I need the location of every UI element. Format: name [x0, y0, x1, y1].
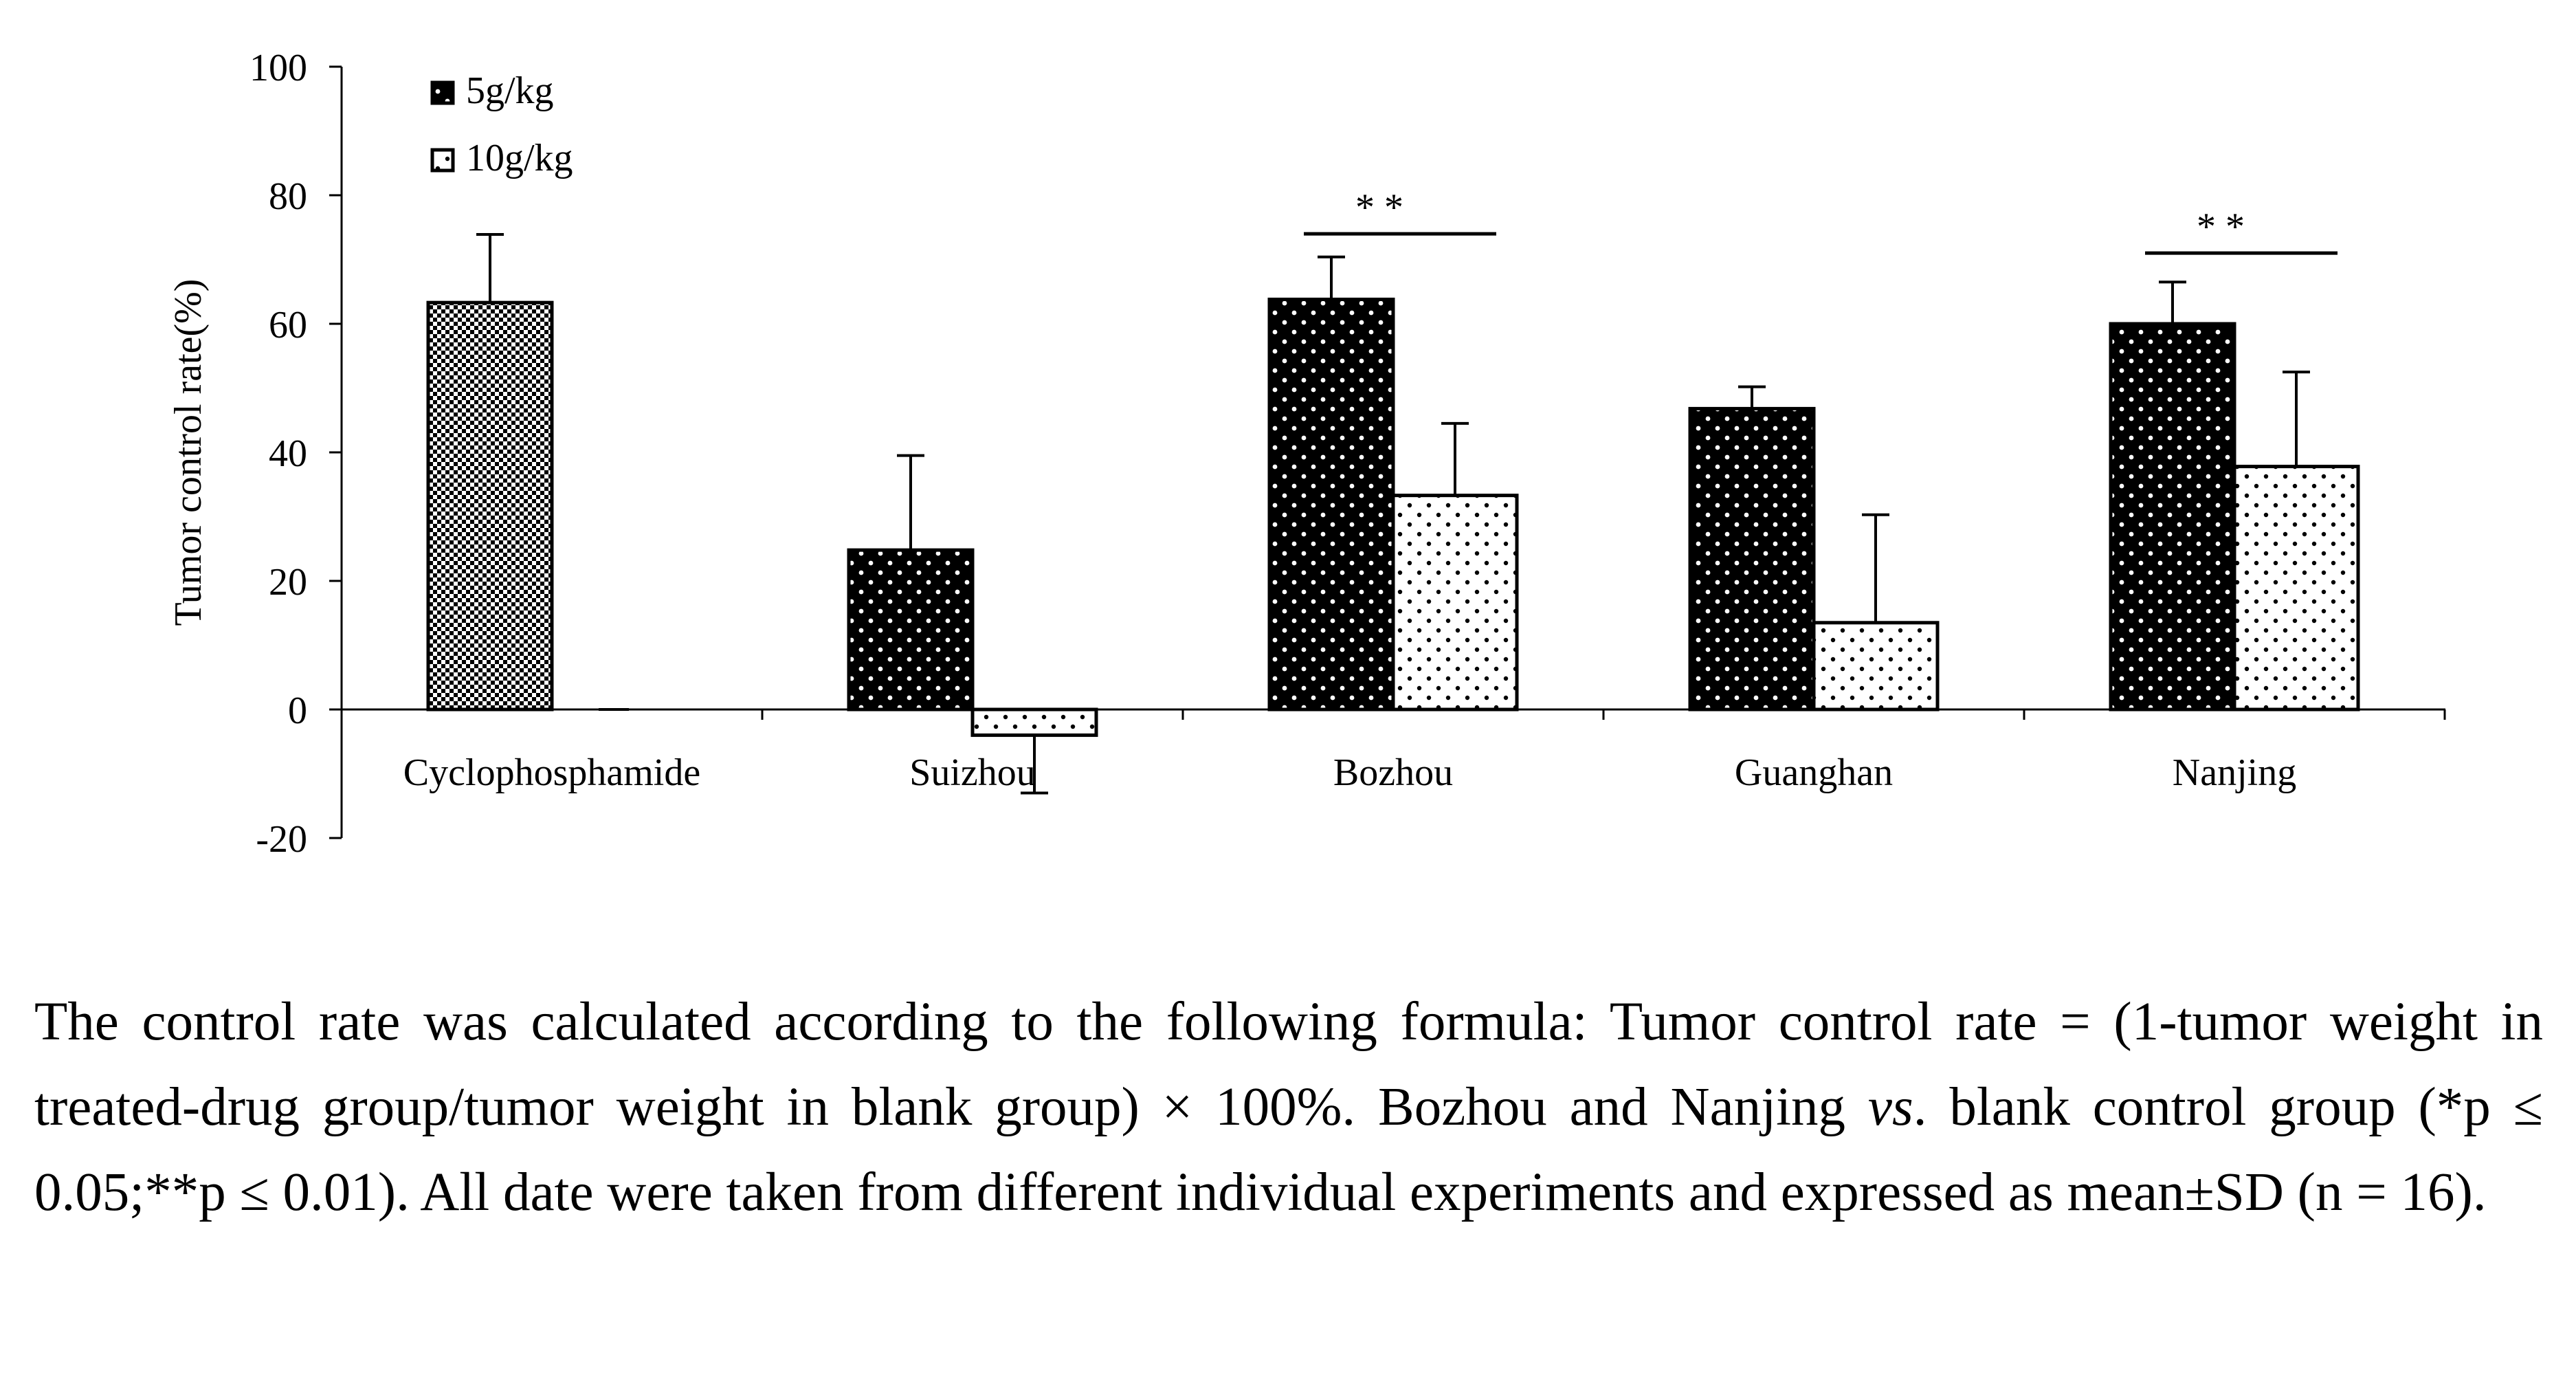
bar	[1812, 621, 1940, 712]
bar	[970, 707, 1098, 737]
bar	[2109, 322, 2236, 712]
figure-caption: The control rate was calculated accordin…	[34, 980, 2543, 1235]
legend-swatch	[430, 80, 455, 105]
error-bars-layer	[476, 233, 2310, 795]
bar	[2232, 465, 2360, 712]
legend: 5g/kg 10g/kg	[430, 69, 573, 179]
y-tick-label: -20	[256, 818, 307, 861]
y-axis-title: Tumor control rate(%)	[167, 279, 210, 626]
y-tick-label: 60	[269, 304, 307, 346]
y-tick-label: 0	[288, 690, 307, 732]
bar	[1688, 406, 1816, 712]
bar	[1267, 297, 1395, 712]
chart-figure: -20 0 20 40 60 80 100 Tumor control rate(%) Cycl…	[167, 47, 2446, 861]
x-category-label: Cyclophosphamide	[403, 751, 700, 794]
bar-chart: -20 0 20 40 60 80 100 Tumor control rate(%) Cycl…	[167, 47, 2446, 861]
legend-label: 10g/kg	[466, 137, 573, 179]
legend-label: 5g/kg	[466, 69, 554, 112]
legend-swatch	[430, 148, 455, 173]
significance-label: * *	[2197, 206, 2245, 248]
significance-layer: * * * *	[1304, 186, 2338, 255]
labels-layer: -20 0 20 40 60 80 100 Tumor control rate(%) Cycl…	[167, 47, 2296, 861]
y-tick-label: 100	[249, 47, 307, 89]
bars-layer	[426, 297, 2360, 737]
x-category-label: Guanghan	[1735, 751, 1893, 794]
caption-vs: vs	[1867, 1077, 1913, 1137]
significance-label: * *	[1355, 186, 1403, 229]
y-tick-label: 80	[269, 175, 307, 218]
bar	[426, 300, 554, 712]
x-category-label: Bozhou	[1333, 751, 1453, 794]
bar	[1391, 494, 1519, 712]
y-tick-label: 20	[269, 561, 307, 604]
bar	[847, 548, 975, 712]
x-category-label: Suizhou	[909, 751, 1036, 794]
caption-part-1: The control rate was calculated accordin…	[34, 992, 2543, 1137]
y-tick-label: 40	[269, 432, 307, 475]
caption-part-2: . blank control group (*p ≤ 0.05;**p ≤ 0…	[34, 1077, 2543, 1222]
x-category-label: Nanjing	[2173, 751, 2296, 794]
